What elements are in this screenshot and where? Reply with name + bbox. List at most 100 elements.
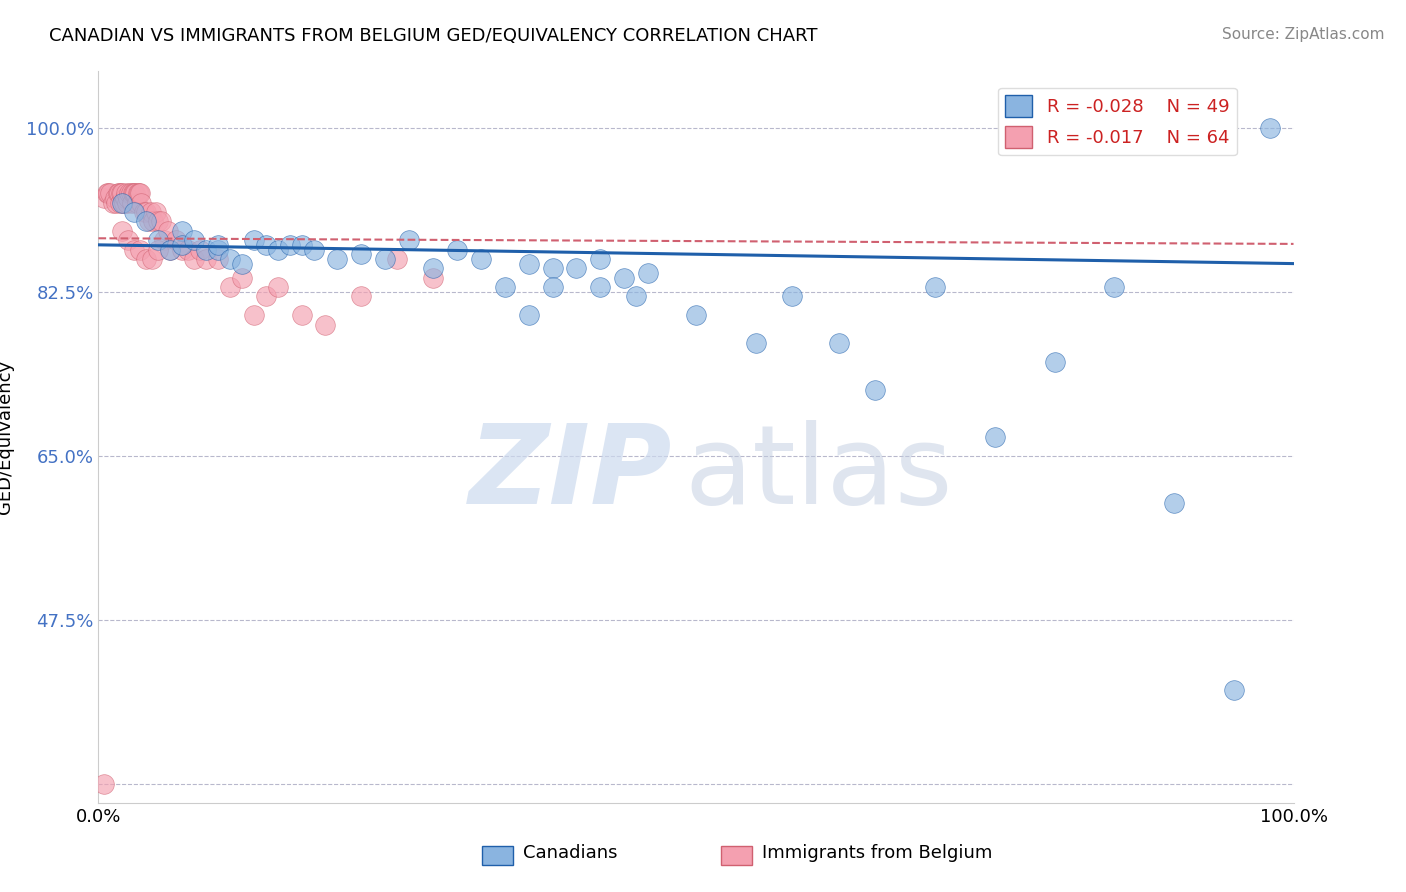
Point: [122, 186, 145, 201]
Point: [195, 243, 218, 257]
Point: [780, 289, 803, 303]
Point: [350, 247, 373, 261]
Point: [117, 191, 139, 205]
Point: [470, 252, 492, 266]
Point: [745, 336, 768, 351]
Point: [446, 243, 468, 257]
Point: [1223, 683, 1246, 698]
Point: [1163, 496, 1185, 510]
Point: [98, 186, 122, 201]
Point: [124, 186, 146, 201]
Point: [1104, 280, 1126, 294]
Point: [183, 233, 205, 247]
Point: [984, 430, 1007, 444]
Point: [127, 186, 149, 201]
Text: ZIP: ZIP: [468, 420, 672, 527]
Point: [278, 237, 301, 252]
Point: [115, 195, 138, 210]
Text: Immigrants from Belgium: Immigrants from Belgium: [762, 844, 993, 862]
Legend: R = -0.028    N = 49, R = -0.017    N = 64: R = -0.028 N = 49, R = -0.017 N = 64: [998, 87, 1237, 155]
Point: [159, 243, 181, 257]
Point: [105, 195, 128, 210]
Point: [131, 195, 153, 210]
Point: [101, 195, 124, 210]
Point: [112, 195, 135, 210]
Point: [398, 233, 420, 247]
Point: [139, 205, 162, 219]
Point: [207, 252, 229, 266]
Point: [117, 233, 139, 247]
Point: [865, 383, 887, 397]
Point: [613, 270, 636, 285]
Point: [165, 233, 187, 247]
Point: [148, 243, 170, 257]
Point: [267, 280, 290, 294]
Point: [385, 252, 409, 266]
Point: [97, 186, 120, 201]
Point: [120, 186, 142, 201]
Point: [172, 224, 194, 238]
Point: [350, 289, 373, 303]
Point: [153, 233, 176, 247]
Point: [374, 252, 396, 266]
Point: [104, 191, 127, 205]
Point: [115, 186, 138, 201]
Point: [135, 252, 157, 266]
Point: [111, 186, 134, 201]
Point: [565, 261, 588, 276]
Point: [110, 186, 132, 201]
Point: [129, 243, 152, 257]
Point: [132, 205, 155, 219]
Point: [156, 224, 179, 238]
Point: [1258, 120, 1281, 135]
Point: [291, 237, 314, 252]
Point: [541, 261, 564, 276]
Point: [267, 243, 290, 257]
Point: [422, 270, 444, 285]
Point: [219, 252, 242, 266]
Point: [172, 237, 194, 252]
Point: [517, 257, 540, 271]
Point: [118, 186, 141, 201]
Point: [107, 186, 129, 201]
Y-axis label: GED/Equivalency: GED/Equivalency: [0, 360, 14, 514]
Point: [148, 233, 170, 247]
Point: [626, 289, 648, 303]
Point: [231, 270, 253, 285]
Point: [108, 195, 131, 210]
Point: [141, 252, 163, 266]
Text: atlas: atlas: [685, 420, 952, 527]
Point: [142, 214, 165, 228]
Point: [302, 243, 325, 257]
Point: [924, 280, 946, 294]
Text: Canadians: Canadians: [523, 844, 617, 862]
Point: [159, 243, 181, 257]
Point: [589, 252, 612, 266]
Point: [111, 195, 134, 210]
Point: [231, 257, 253, 271]
Point: [219, 280, 242, 294]
Point: [541, 280, 564, 294]
Point: [195, 252, 218, 266]
Point: [326, 252, 349, 266]
Point: [121, 195, 143, 210]
Point: [107, 186, 129, 201]
Point: [129, 186, 152, 201]
Point: [128, 186, 150, 201]
Point: [135, 205, 157, 219]
Point: [828, 336, 851, 351]
Point: [315, 318, 337, 332]
Point: [1043, 355, 1066, 369]
Point: [517, 308, 540, 322]
Point: [114, 191, 136, 205]
Point: [124, 205, 146, 219]
Point: [125, 195, 148, 210]
Text: Source: ZipAtlas.com: Source: ZipAtlas.com: [1222, 27, 1385, 42]
Point: [177, 243, 200, 257]
Point: [149, 214, 172, 228]
Point: [93, 191, 115, 205]
Point: [207, 243, 229, 257]
Point: [183, 252, 205, 266]
Point: [291, 308, 314, 322]
Point: [135, 214, 157, 228]
